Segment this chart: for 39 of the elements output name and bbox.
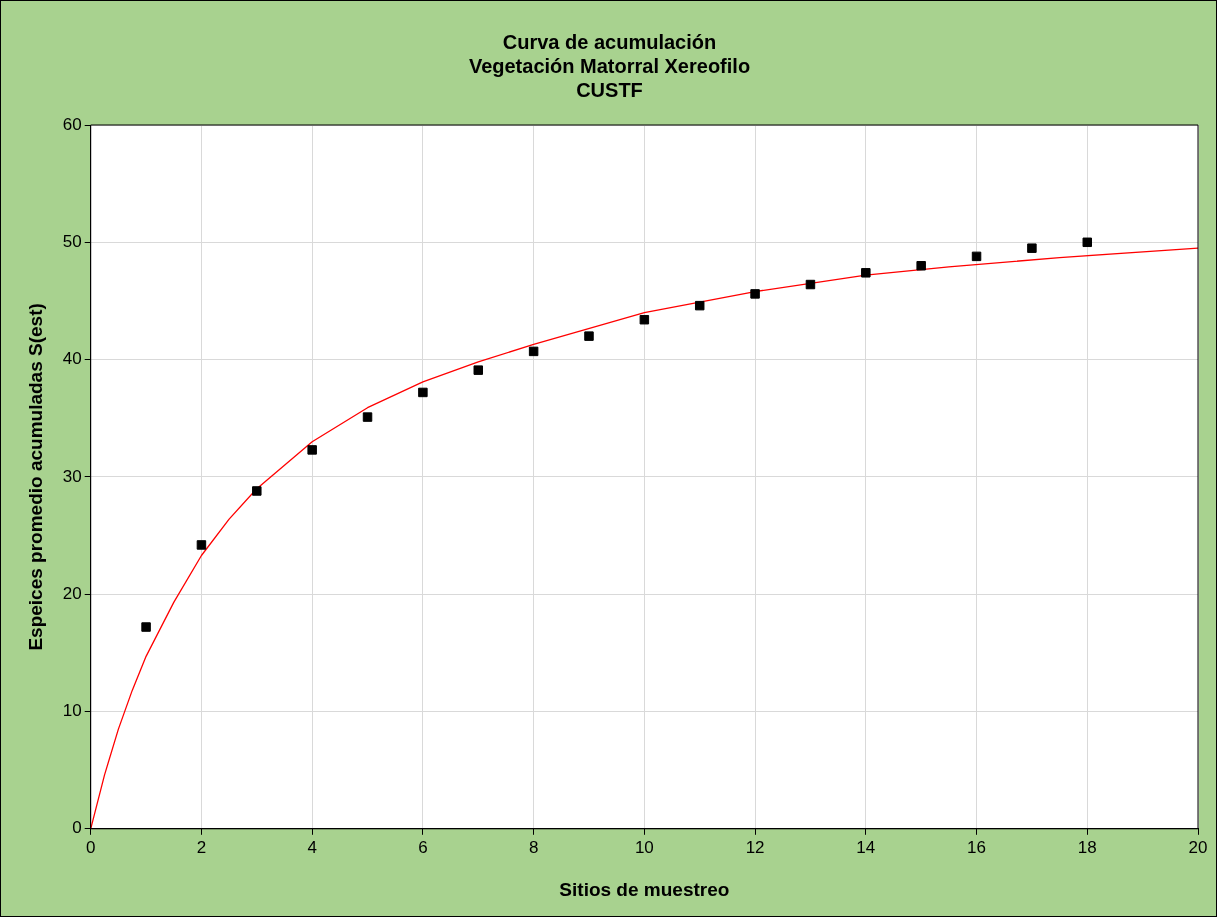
point — [528, 346, 539, 357]
point — [1082, 237, 1093, 248]
point — [196, 540, 207, 550]
x-tick-label: 4 — [307, 837, 317, 857]
point — [861, 268, 871, 278]
y-tick-label: 40 — [62, 349, 82, 369]
y-axis-title: Espeices promedio acumuladas S(est) — [24, 303, 46, 651]
point — [252, 486, 262, 496]
point — [418, 387, 428, 398]
x-tick-label: 0 — [85, 837, 96, 857]
point — [362, 412, 373, 422]
point — [694, 300, 705, 311]
point — [639, 314, 650, 325]
point — [473, 365, 483, 375]
y-tick-label: 20 — [62, 583, 82, 603]
x-axis-title: Sitios de muestreo — [559, 878, 730, 900]
x-tick-label: 16 — [967, 837, 986, 857]
point — [307, 445, 317, 455]
x-tick-label: 14 — [856, 837, 876, 857]
y-tick-label: 50 — [62, 231, 82, 251]
y-tick-label: 30 — [62, 466, 82, 486]
x-tick-label: 18 — [1077, 837, 1097, 857]
y-tick-label: 0 — [72, 818, 82, 838]
point — [805, 279, 816, 290]
point — [1027, 243, 1037, 253]
x-tick-label: 12 — [745, 837, 765, 857]
chart-title: Curva de acumulación Vegetación Matorral Xereofilo CUSTF — [468, 30, 751, 101]
point — [916, 261, 926, 271]
x-tick-label: 6 — [418, 837, 428, 857]
point — [584, 331, 594, 341]
y-tick-label: 10 — [62, 701, 82, 721]
point — [971, 251, 982, 262]
point — [750, 289, 760, 299]
x-tick-label: 8 — [528, 837, 539, 857]
x-tick-label: 20 — [1188, 837, 1208, 857]
x-tick-label: 2 — [196, 837, 207, 857]
point — [141, 622, 151, 632]
x-tick-label: 10 — [634, 837, 654, 857]
y-tick-label: 60 — [62, 114, 82, 134]
